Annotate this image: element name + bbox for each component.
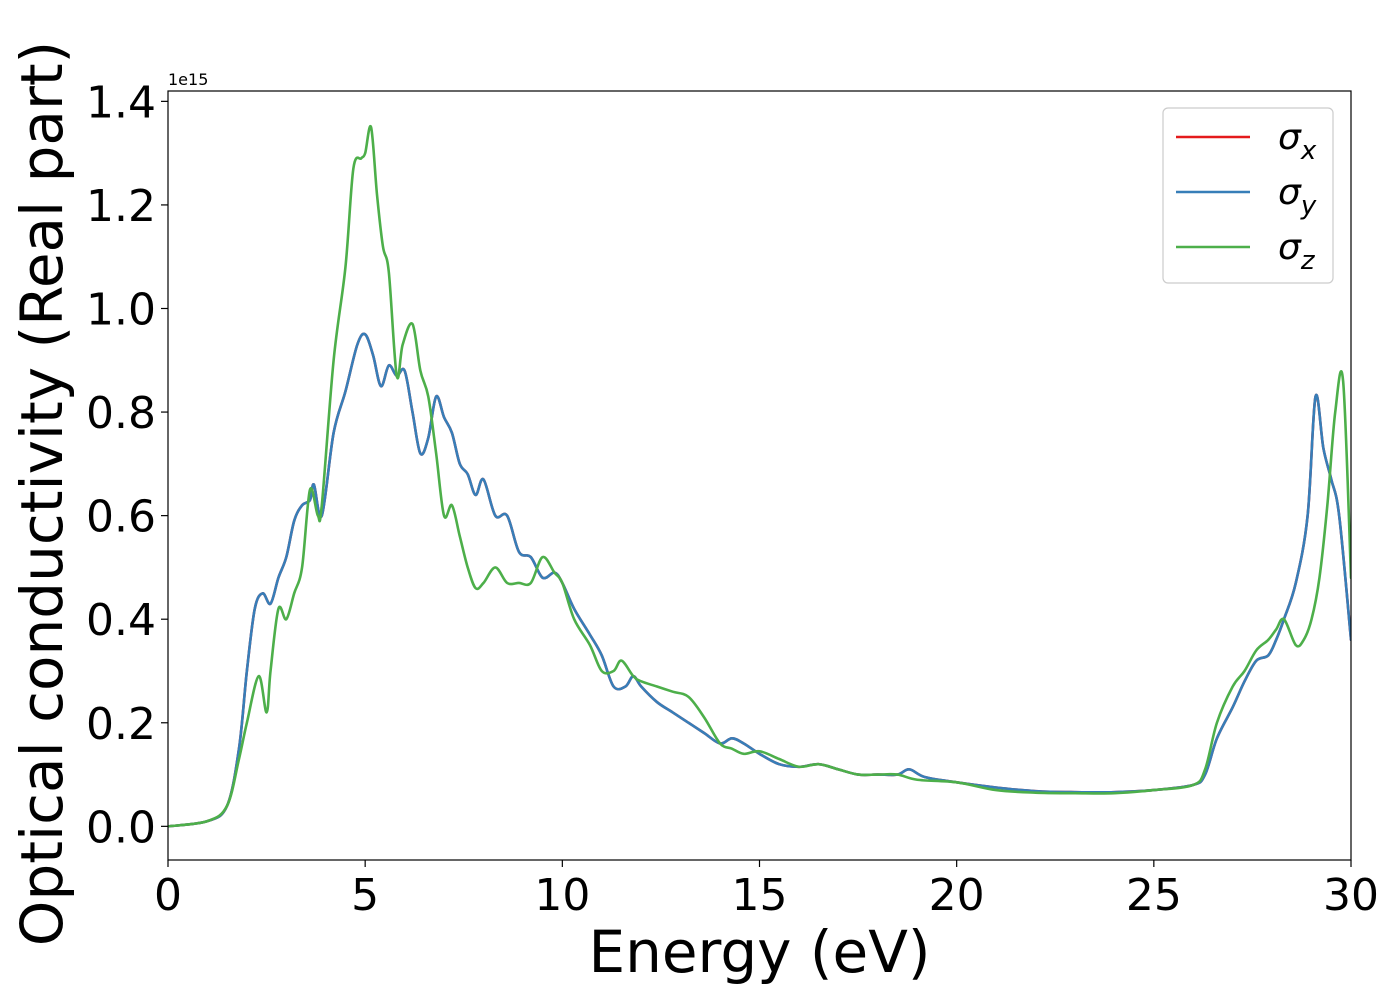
legend-label-x: σx (1278, 117, 1317, 166)
legend-subscript: y (1300, 191, 1317, 221)
y-tick-label: 0.2 (86, 699, 156, 750)
x-tick-label: 10 (534, 870, 590, 921)
y-tick-label: 0.4 (86, 595, 156, 646)
x-tick-label: 20 (929, 870, 985, 921)
y-tick-label: 0.8 (86, 388, 156, 439)
x-tick-label: 5 (351, 870, 379, 921)
series-line-z (168, 124, 1351, 828)
legend-subscript: z (1300, 246, 1316, 276)
y-axis-title: Optical conductivity (Real part) (8, 41, 76, 946)
y-tick-label: 0.0 (86, 802, 156, 853)
x-tick-label: 25 (1126, 870, 1182, 921)
legend-symbol: σ (1278, 227, 1302, 268)
x-axis: 0 5 10 15 20 25 30 (154, 860, 1379, 921)
x-tick-label: 0 (154, 870, 182, 921)
legend-symbol: σ (1278, 117, 1302, 158)
y-tick-label: 1.4 (86, 77, 156, 128)
y-tick-label: 0.6 (86, 492, 156, 543)
legend-symbol: σ (1278, 172, 1302, 213)
legend-label-z: σz (1278, 227, 1316, 276)
x-axis-title: Energy (eV) (588, 918, 930, 986)
y-offset-text: 1e15 (168, 70, 208, 89)
legend-subscript: x (1300, 136, 1317, 166)
series-line-y (168, 332, 1351, 828)
legend-box (1162, 107, 1334, 284)
x-tick-label: 15 (732, 870, 788, 921)
y-axis: 0.0 0.2 0.4 0.6 0.8 1.0 1.2 1.4 (86, 77, 168, 853)
y-tick-label: 1.0 (86, 284, 156, 335)
x-tick-label: 30 (1323, 870, 1379, 921)
y-tick-label: 1.2 (86, 181, 156, 232)
legend-label-y: σy (1278, 172, 1317, 221)
series-layer (168, 124, 1351, 828)
